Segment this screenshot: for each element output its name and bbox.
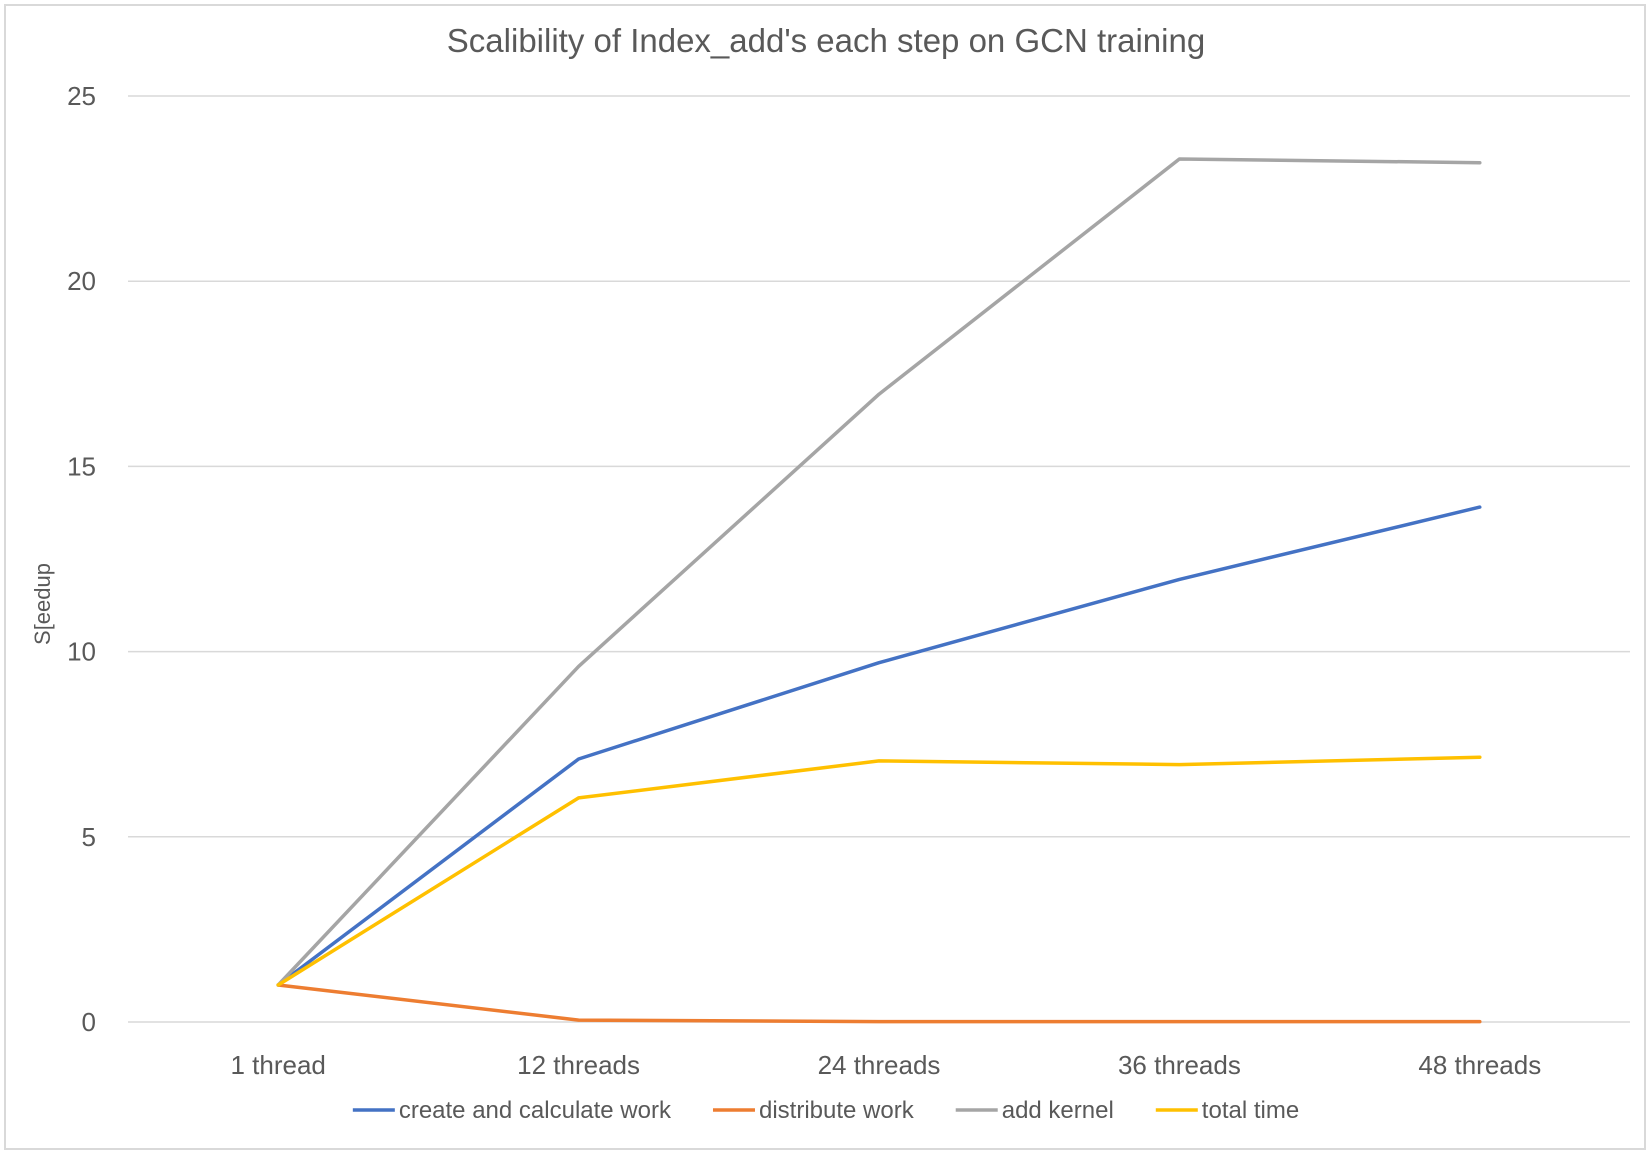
y-tick-label: 20 (67, 266, 96, 296)
y-axis-ticks: 0 5 10 15 20 25 (67, 81, 96, 1037)
legend-label: total time (1202, 1097, 1299, 1124)
series-line-1 (276, 983, 1482, 1024)
series-lines (276, 157, 1482, 1024)
y-tick-label: 10 (67, 637, 96, 667)
x-tick-label: 1 thread (230, 1050, 325, 1080)
x-tick-label: 24 threads (818, 1050, 941, 1080)
x-tick-label: 12 threads (517, 1050, 640, 1080)
legend: create and calculate work distribute work… (352, 1097, 1299, 1124)
y-tick-label: 0 (82, 1007, 96, 1037)
legend-item: add kernel (955, 1097, 1114, 1124)
chart-frame (4, 4, 1646, 1150)
chart-title: Scalibility of Index_add's each step on … (447, 22, 1205, 59)
series-line-0 (276, 505, 1482, 987)
legend-label: add kernel (1002, 1097, 1114, 1124)
x-tick-label: 48 threads (1418, 1050, 1541, 1080)
y-axis-title: S[eedup (30, 563, 55, 645)
legend-label: distribute work (759, 1097, 915, 1124)
legend-item: create and calculate work (352, 1097, 672, 1124)
y-tick-label: 15 (67, 451, 96, 481)
legend-item: total time (1155, 1097, 1299, 1124)
series-line-2 (276, 157, 1482, 987)
x-tick-label: 36 threads (1118, 1050, 1241, 1080)
legend-label: create and calculate work (399, 1097, 672, 1124)
series-line-3 (276, 755, 1482, 987)
legend-item: distribute work (712, 1097, 915, 1124)
gridlines (128, 95, 1630, 1023)
x-axis-ticks: 1 thread 12 threads 24 threads 36 threads 48… (230, 1050, 1541, 1080)
y-tick-label: 25 (67, 81, 96, 111)
y-tick-label: 5 (82, 822, 96, 852)
